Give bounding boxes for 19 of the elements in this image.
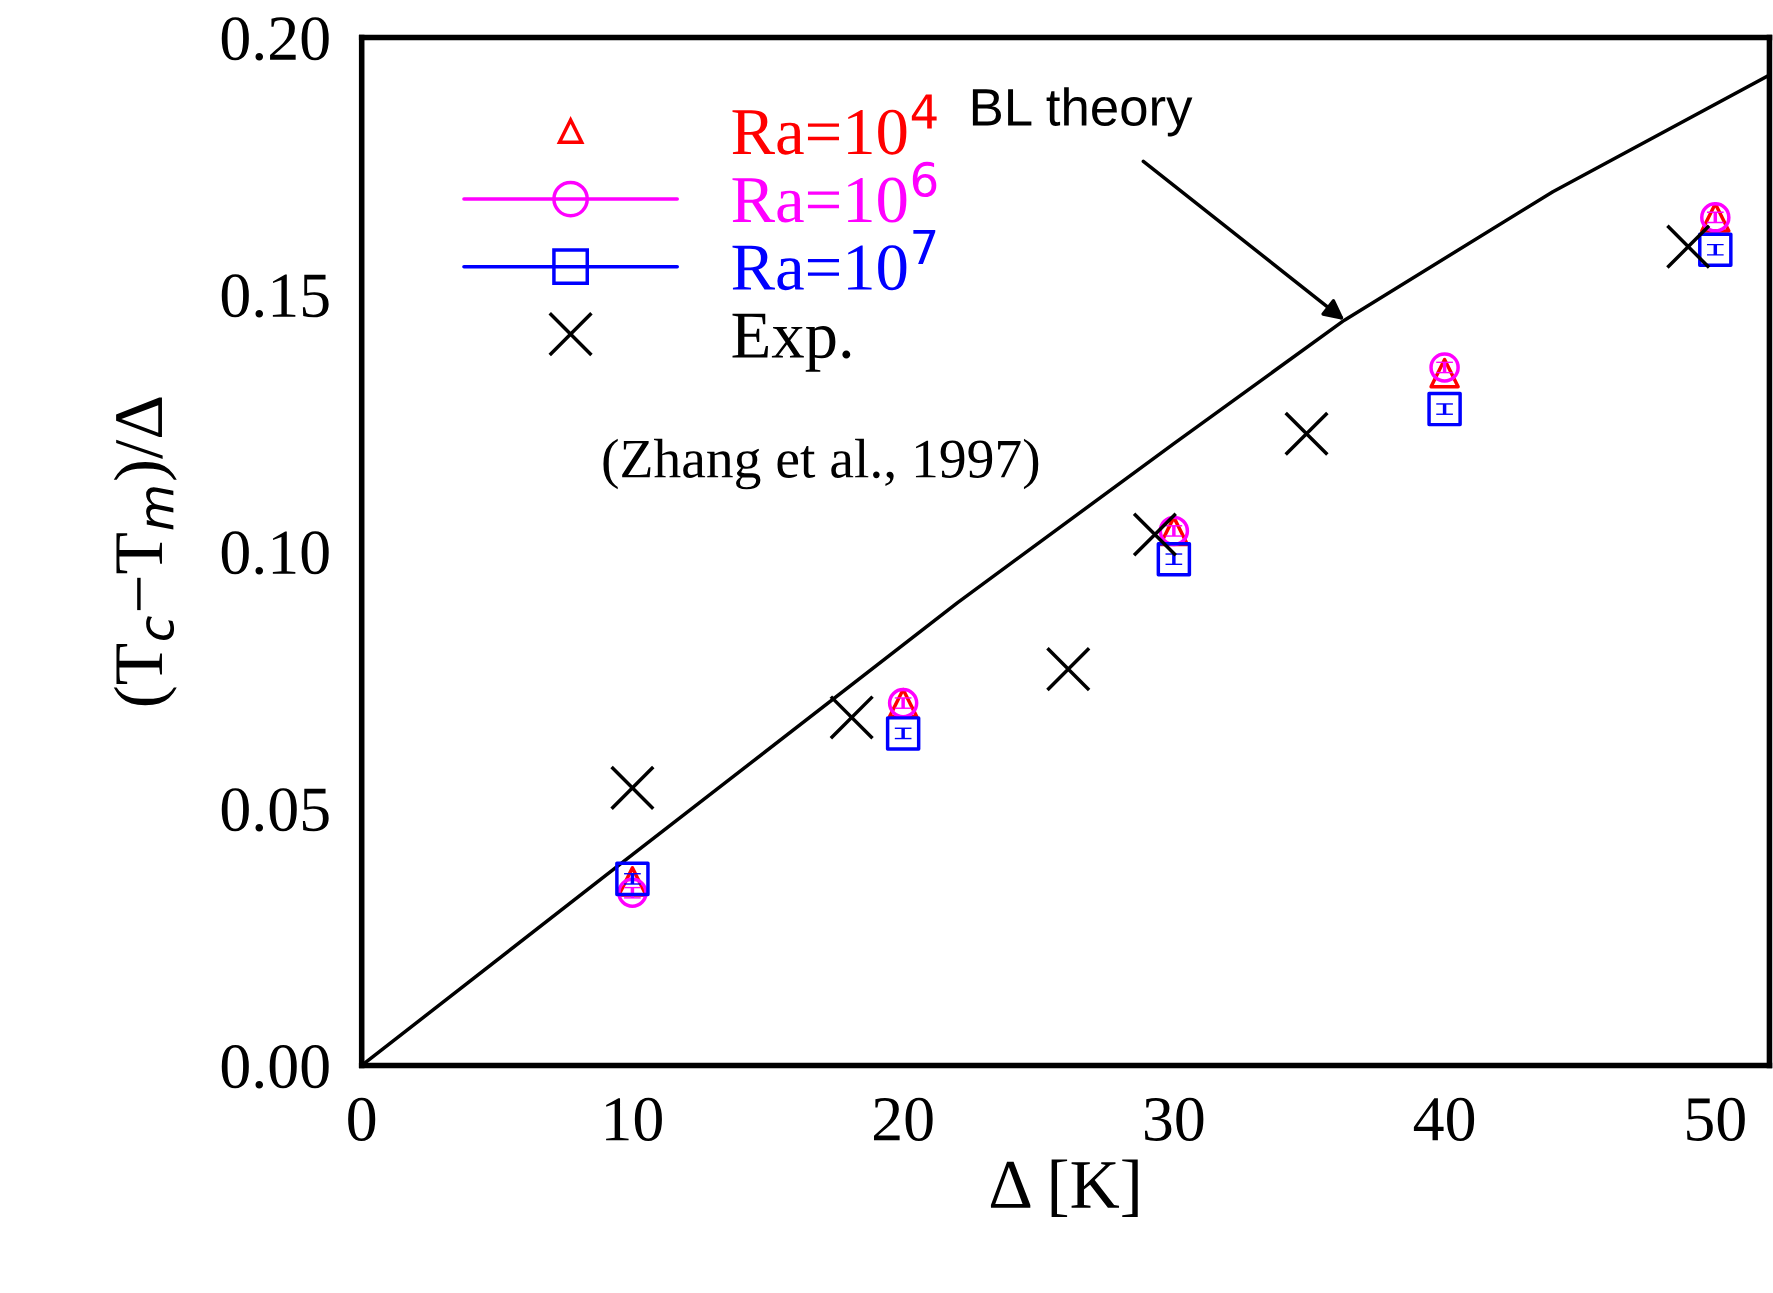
x-tick-label: 20	[874, 1097, 933, 1141]
y-tick-label: 0.05	[221, 788, 329, 832]
x-tick-label: 50	[1687, 1097, 1745, 1141]
x-tick-label: 40	[1413, 1097, 1475, 1141]
legend-label: Ra=10$^{6}$	[732, 161, 937, 223]
x-axis-title: Δ [K]	[990, 1159, 1138, 1217]
x-tick-label: 0	[348, 1097, 376, 1141]
annotation: (Zhang et al., 1997)	[603, 438, 1039, 490]
annotation: BL theory	[972, 87, 1193, 137]
x-tick-label: 30	[1144, 1097, 1204, 1141]
legend-label: Ra=10$^{7}$	[732, 229, 936, 291]
legend-label: Ra=10$^{4}$	[732, 94, 937, 155]
y-tick-label: 0.20	[221, 17, 329, 61]
legend-label: Exp.	[732, 313, 851, 372]
y-tick-label: 0.10	[221, 531, 329, 575]
y-tick-label: 0.15	[221, 274, 329, 318]
y-axis-title: (T$_{c}$−T$_{m}$)/Δ	[113, 397, 177, 706]
x-tick-label: 10	[606, 1097, 662, 1141]
y-tick-label: 0.00	[221, 1045, 329, 1089]
